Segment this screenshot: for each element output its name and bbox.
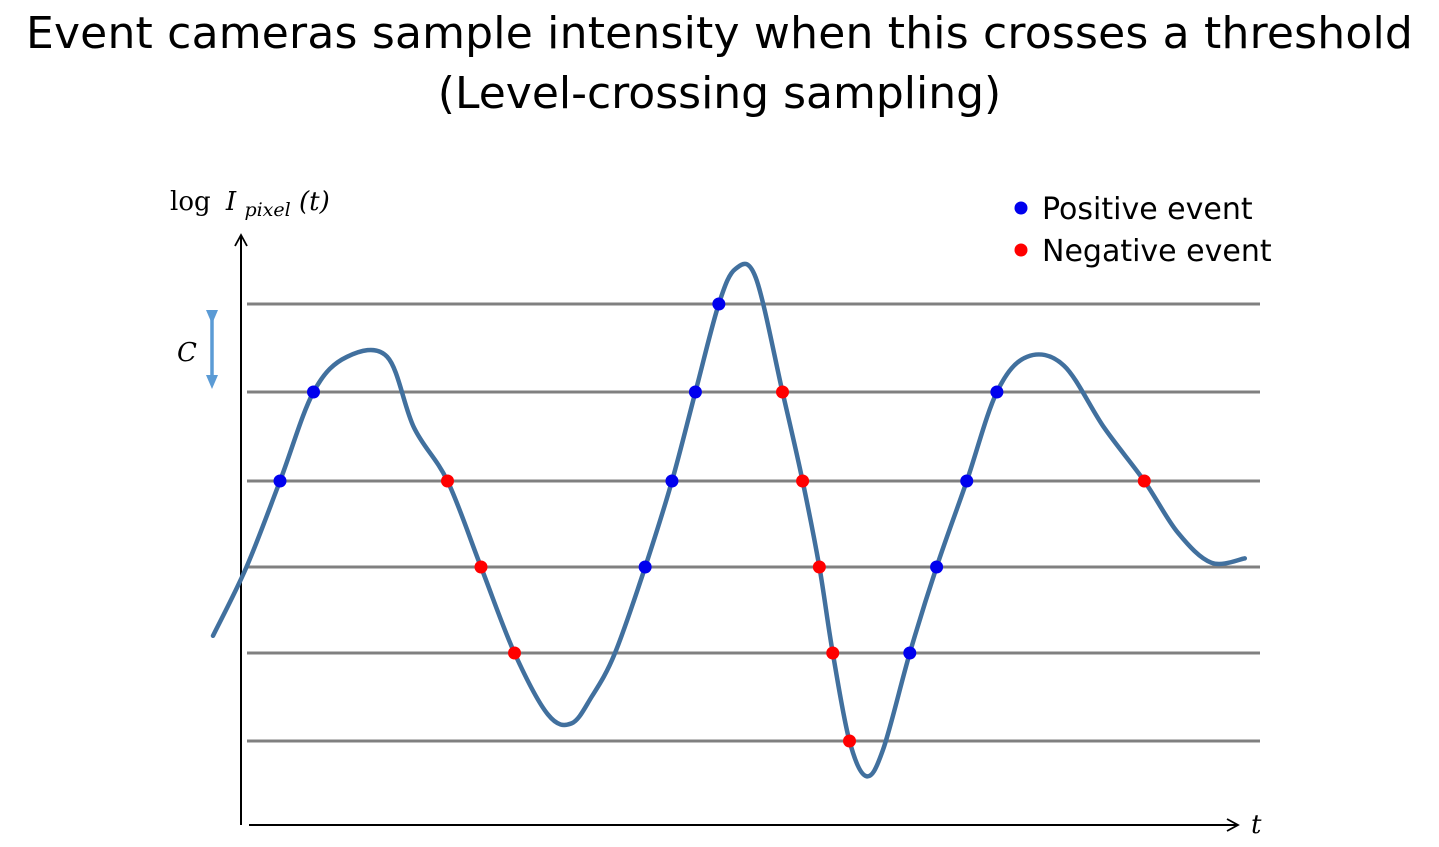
positive-event-dot [712, 297, 726, 311]
x-axis-label: t [1251, 810, 1262, 840]
positive-event-dot [688, 385, 702, 399]
legend-positive-label: Positive event [1042, 192, 1253, 227]
y-axis-label-var: I [225, 187, 237, 217]
positive-event-dot [903, 646, 917, 660]
negative-event-dot [441, 474, 454, 488]
legend-negative-label: Negative event [1042, 234, 1272, 269]
negative-event-dot [508, 646, 521, 660]
intensity-curve [210, 261, 1248, 779]
negative-event-dot [843, 734, 856, 748]
negative-event-dot [776, 385, 789, 399]
y-axis-label-log: log [170, 187, 211, 217]
y-axis-label-sub: pixel [244, 199, 290, 221]
threshold-label: C [177, 338, 197, 368]
legend-negative-dot [1014, 243, 1028, 257]
positive-event-dot [930, 560, 944, 574]
y-axis-label: log I pixel (t) [170, 187, 330, 223]
positive-event-dot [665, 474, 679, 488]
positive-event-dot [638, 560, 652, 574]
negative-event-dot [826, 646, 840, 660]
positive-event-dot [307, 385, 320, 399]
events [273, 297, 1151, 748]
negative-event-dot [1137, 474, 1151, 488]
negative-event-dot [474, 560, 488, 574]
positive-event-dot [990, 385, 1004, 399]
title-line-1: Event cameras sample intensity when this… [25, 8, 1414, 59]
y-axis-label-arg: (t) [299, 187, 330, 217]
legend-positive-dot [1014, 201, 1028, 215]
negative-event-dot [796, 474, 810, 488]
positive-event-dot [273, 474, 287, 488]
negative-event-dot [812, 560, 826, 574]
title-line-2: (Level-crossing sampling) [437, 68, 1002, 119]
legend: Positive event Negative event [1014, 192, 1272, 269]
positive-event-dot [960, 474, 974, 488]
threshold-levels [247, 302, 1260, 743]
